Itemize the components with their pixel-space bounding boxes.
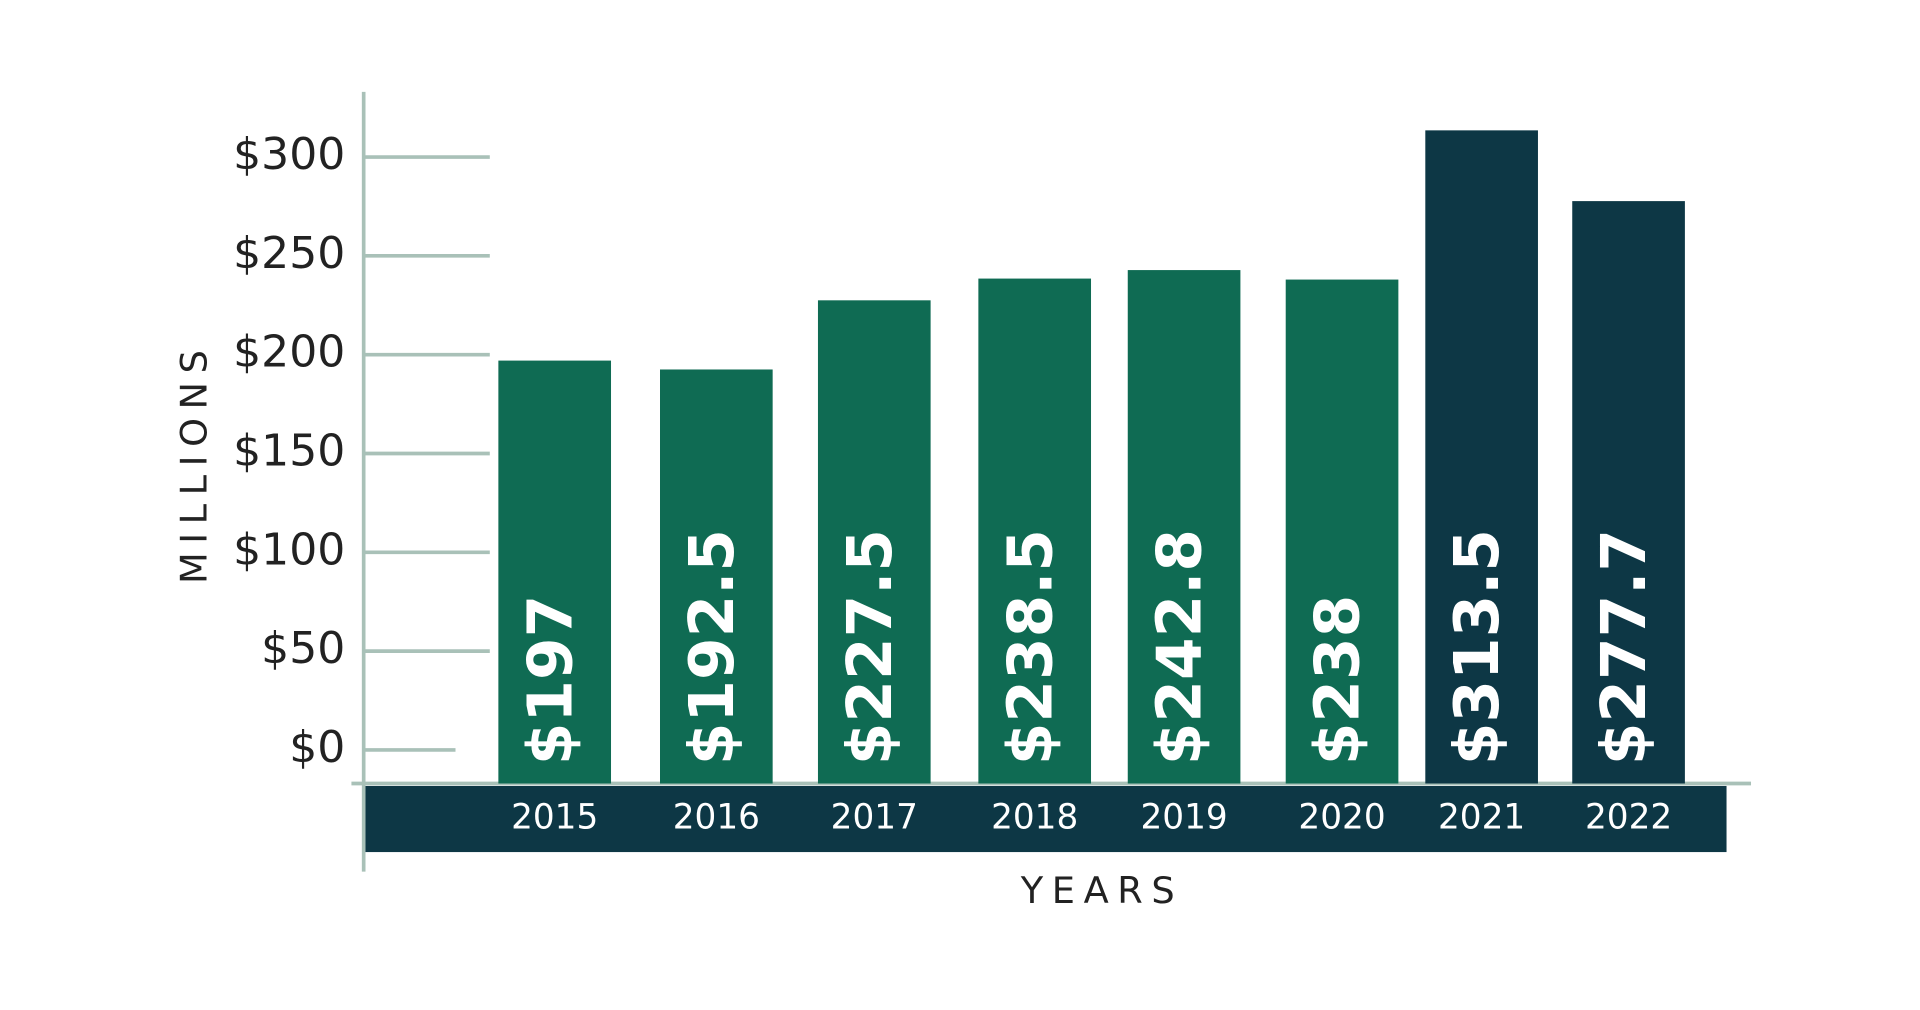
x-tick-label: 2017 — [831, 798, 918, 838]
y-axis-label: MILLIONS — [172, 342, 215, 584]
x-tick-label: 2015 — [511, 798, 598, 838]
bar — [1425, 130, 1538, 784]
y-tick-label: $50 — [261, 623, 345, 674]
bar — [817, 300, 931, 784]
y-tick-label: $250 — [233, 228, 345, 279]
x-tick-label: 2022 — [1585, 798, 1672, 838]
bar — [660, 369, 773, 784]
x-tick-label: 2018 — [991, 798, 1078, 838]
y-tick-label: $0 — [289, 722, 345, 773]
value-label: $192.5 — [677, 529, 748, 765]
value-label: $277.7 — [1589, 529, 1660, 765]
value-label: $313.5 — [1442, 529, 1513, 765]
x-tick-label: 2020 — [1298, 798, 1385, 838]
x-tick-label: 2016 — [673, 798, 760, 838]
value-label: $238 — [1303, 595, 1374, 765]
y-tick-label: $300 — [233, 129, 345, 180]
value-label: $238.5 — [995, 529, 1066, 765]
bar — [978, 278, 1092, 784]
value-label: $242.8 — [1145, 529, 1216, 765]
y-tick-label: $100 — [233, 524, 345, 575]
x-tick-label: 2021 — [1438, 798, 1525, 838]
bar — [1127, 270, 1241, 784]
bar — [1572, 201, 1685, 784]
value-label: $227.5 — [835, 529, 906, 765]
value-label: $197 — [515, 595, 586, 765]
y-tick-label: $200 — [233, 327, 345, 378]
x-axis-label: YEARS — [1020, 869, 1183, 912]
x-tick-label: 2019 — [1140, 798, 1227, 838]
bar — [1285, 279, 1399, 784]
bar — [498, 360, 612, 784]
year-band — [363, 785, 1727, 853]
y-tick-label: $150 — [233, 425, 345, 476]
